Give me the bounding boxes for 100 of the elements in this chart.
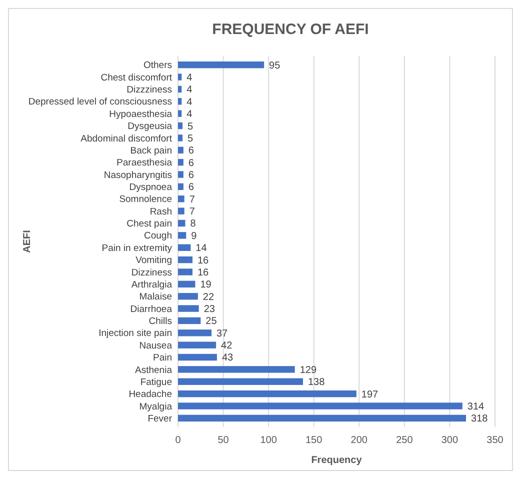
data-label: 37 [216,328,228,340]
bar [178,402,462,410]
y-tick-label: Dysgeusia [128,121,173,132]
data-label: 129 [300,364,317,376]
bar [178,134,183,142]
data-label: 6 [188,170,194,181]
x-tick-label: 50 [218,435,230,446]
data-label: 7 [189,206,196,218]
x-tick-label: 0 [175,435,182,446]
data-label: 7 [189,194,196,206]
y-tick-label: Abdominal discomfort [80,133,172,144]
y-tick-label: Depressed level of consciousness [28,96,172,108]
y-tick-label: Others [143,60,172,72]
x-tick-label: 100 [260,435,278,446]
bar [178,317,201,324]
bar [178,220,186,227]
y-tick-label: Headache [128,389,172,400]
y-tick-label: Myalgia [139,401,173,412]
bar [178,244,191,251]
y-tick-label: Nasopharyngitis [104,170,172,181]
bar [178,256,192,264]
data-label: 4 [186,109,193,120]
bar [178,292,198,300]
data-label: 5 [188,133,194,144]
data-label: 5 [188,121,194,132]
data-label: 4 [186,72,193,84]
bar [178,61,264,68]
data-label: 8 [190,218,196,230]
data-label: 95 [269,60,281,72]
y-tick-label: Chest discomfort [100,72,172,84]
y-tick-label: Dyspnoea [129,182,173,193]
bar [178,86,182,93]
y-tick-label: Cough [144,230,172,242]
y-tick-label: Rash [150,206,172,218]
y-tick-label: Arthralgia [131,279,173,290]
bar [178,208,184,214]
x-tick-label: 300 [441,435,458,446]
x-tick-label: 200 [350,435,368,446]
data-label: 6 [188,146,194,157]
y-tick-label: Dizzziness [126,84,172,96]
data-label: 22 [202,292,214,303]
bar [178,183,184,190]
bar [178,122,183,130]
data-label: 43 [222,352,234,364]
data-label: 23 [204,304,216,316]
bar [178,74,182,80]
data-label: 16 [197,255,210,266]
y-tick-label: Asthenia [135,364,173,376]
data-label: 19 [200,280,212,291]
y-tick-label: Somnolence [119,194,172,206]
data-label: 25 [206,316,218,328]
bar [178,305,199,312]
data-label: 14 [196,243,208,254]
y-tick-label: Vomiting [136,255,172,266]
data-label: 314 [467,401,485,412]
bar [178,171,184,178]
bar [178,268,192,276]
y-tick-label: Diarrhoea [130,304,173,315]
bar [178,280,196,288]
bar [178,414,466,422]
bar [178,98,182,105]
bar [178,330,212,336]
bar [178,354,217,361]
y-tick-label: Back pain [130,145,172,156]
x-tick-label: 250 [396,435,414,446]
chart-title: FREQUENCY OF AEFI [212,21,369,38]
y-tick-label: Injection site pain [98,328,172,340]
data-label: 9 [191,230,198,242]
y-tick-label: Chills [148,316,172,328]
bar [178,342,216,348]
y-tick-label: Hypoaesthesia [109,108,173,120]
y-tick-label: Malaise [139,292,172,303]
y-tick-label: Fatigue [140,376,172,388]
bar [178,378,303,385]
data-label: 4 [186,84,193,96]
bar [178,110,182,117]
data-label: 197 [361,389,379,400]
bar [178,390,356,398]
data-label: 16 [197,267,210,278]
bar [178,146,184,154]
y-tick-label: Paraesthesia [116,158,173,169]
y-tick-label: Chest pain [126,218,172,230]
x-tick-label: 350 [486,435,504,446]
data-label: 6 [188,158,194,169]
x-axis-title: Frequency [311,455,362,466]
x-tick-label: 150 [306,435,323,446]
bar [178,232,186,239]
y-axis-title: AEFI [22,230,33,253]
y-tick-label: Fever [148,413,172,424]
data-label: 42 [221,340,233,352]
y-tick-label: Nausea [139,340,173,352]
data-label: 4 [186,96,193,108]
data-label: 6 [188,182,194,194]
bar [178,196,184,202]
data-label: 318 [471,414,488,425]
data-label: 138 [308,377,326,388]
y-tick-label: Pain in extremity [102,242,172,254]
y-tick-label: Pain [152,352,172,364]
y-tick-label: Dizziness [131,267,172,278]
bar [178,366,295,373]
